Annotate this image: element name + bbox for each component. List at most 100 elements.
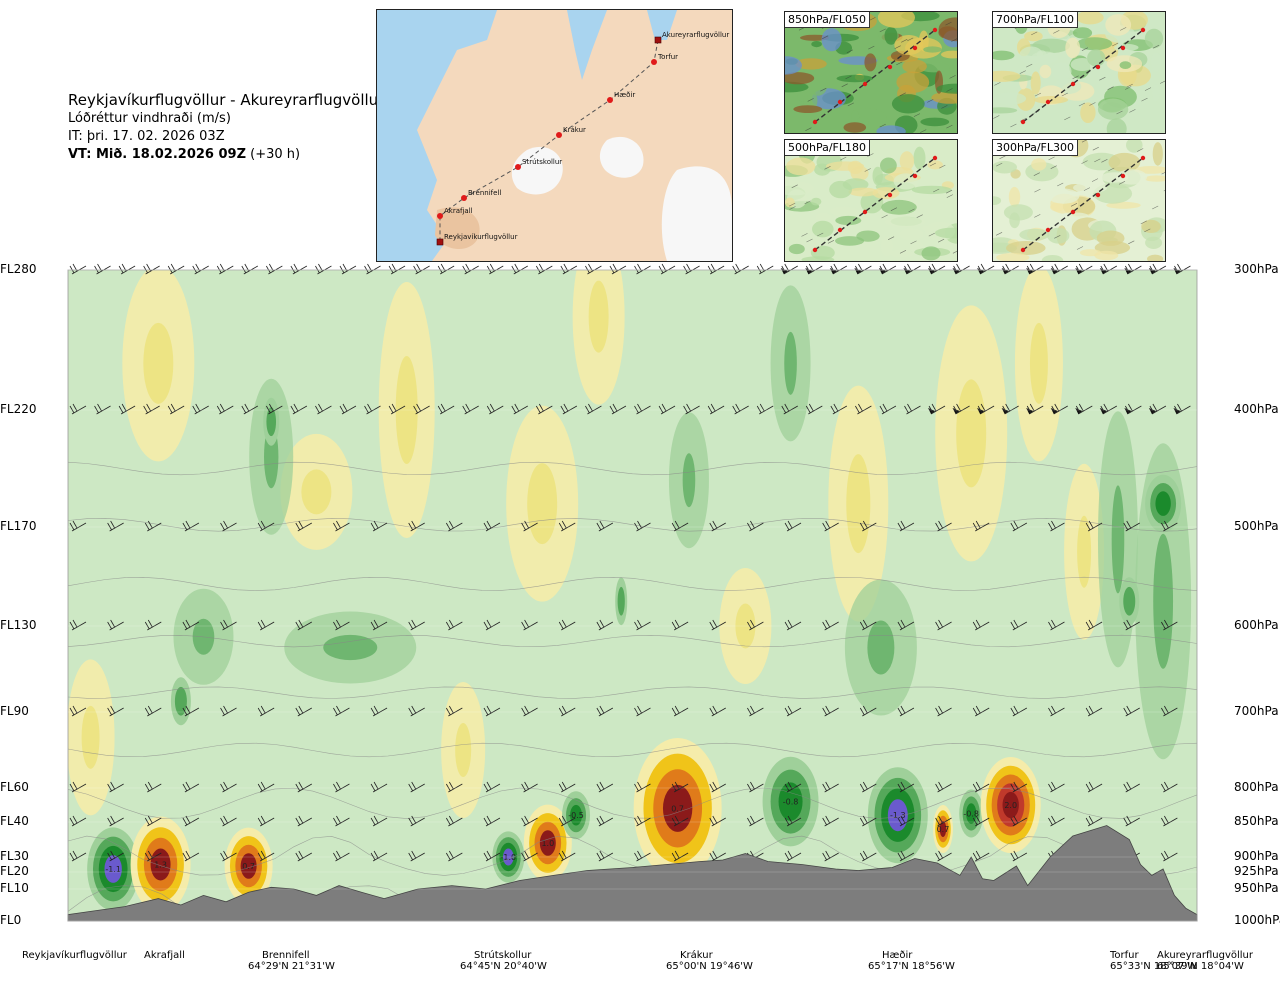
flight-level-label: FL0 <box>0 913 22 927</box>
wind-barb <box>830 403 848 415</box>
wind-barb <box>445 850 463 862</box>
wind-barb-feather <box>938 619 943 628</box>
wind-barb-staff <box>862 783 877 793</box>
wind-barb-staff <box>1087 817 1103 827</box>
wind-barb-staff <box>341 405 357 415</box>
panel-500: 500hPa/FL180 <box>784 139 958 262</box>
wind-barb-feather <box>1085 817 1091 826</box>
wind-barb-feather <box>683 405 688 414</box>
panel-field-patch <box>921 246 941 261</box>
wind-barb-staff <box>673 852 689 862</box>
panel-wind-barb <box>869 17 876 21</box>
wind-barb <box>1075 403 1093 415</box>
wind-barb <box>732 403 749 415</box>
wind-barb <box>935 781 952 793</box>
wind-barb-feather <box>977 405 983 414</box>
panel-field-patch <box>936 83 957 94</box>
wind-barb <box>897 781 915 793</box>
wind-barb <box>1085 815 1103 827</box>
wind-barb-feather <box>315 405 320 414</box>
wind-barb-staff <box>297 707 312 717</box>
wind-barb-feather <box>855 265 860 274</box>
panel-wind-barb <box>1159 80 1165 84</box>
wind-barb-feather <box>787 850 793 859</box>
wind-barb-staff <box>759 405 774 415</box>
wind-barb-feather <box>1161 707 1166 716</box>
wind-barb-feather <box>712 815 718 824</box>
isentrope-line <box>68 787 1197 819</box>
cell-value-label: 0.7 <box>671 804 684 813</box>
station-label: Torfur 65°33'N 18°07'W <box>1110 950 1197 972</box>
panel-wind-barb <box>1163 190 1165 192</box>
wind-barb-feather <box>658 405 664 414</box>
sink-cell-ring <box>1002 791 1019 819</box>
wind-barb-feather <box>521 522 526 531</box>
wind-barb-staff <box>598 783 614 793</box>
wind-barb-staff <box>711 621 726 631</box>
wind-barb-feather <box>1078 403 1084 412</box>
wind-barb-feather <box>448 619 454 628</box>
isentrope-line <box>68 461 1197 476</box>
waypoint-marker <box>651 59 657 65</box>
wind-barb-staff <box>448 852 463 862</box>
wind-barb-feather <box>144 522 150 531</box>
wind-barb <box>1010 520 1028 532</box>
wind-barb <box>1050 403 1068 415</box>
panel-wind-barb <box>1092 146 1099 151</box>
panel-wind-barb <box>1081 140 1088 143</box>
wind-barb <box>69 781 87 793</box>
rise-cell-ring <box>887 799 908 832</box>
wind-barb-staff <box>824 817 839 827</box>
wind-barb-feather <box>185 815 191 824</box>
wind-barb-feather <box>298 705 304 714</box>
panel-wind-barb <box>927 99 934 103</box>
wind-barb <box>558 850 576 862</box>
wind-barb-feather <box>147 520 153 529</box>
wind-barb-feather <box>94 405 99 414</box>
wind-barb-feather <box>1164 850 1169 859</box>
wind-barb-feather <box>709 852 715 861</box>
panel-field-patch <box>1076 37 1113 51</box>
wind-barb-feather <box>486 520 492 529</box>
wind-barb-feather <box>1075 405 1081 414</box>
wind-barb <box>144 520 162 532</box>
wind-barb-staff <box>1163 621 1178 631</box>
wind-barb-staff <box>415 405 430 415</box>
wind-barb-feather <box>110 705 115 714</box>
wind-barb-feather <box>674 815 680 824</box>
pressure-level-label: 700hPa <box>1234 704 1279 718</box>
wind-barb-staff <box>372 783 388 793</box>
wind-barb-feather <box>732 265 738 274</box>
wind-barb-staff <box>598 852 614 862</box>
panel-wind-barb <box>890 207 898 211</box>
panel-wind-barb <box>899 92 906 97</box>
wind-barb-feather <box>107 522 112 531</box>
wind-barb-staff <box>184 522 200 532</box>
panel-field-patch <box>1119 61 1132 69</box>
wind-barb <box>69 815 87 827</box>
wind-barb-feather <box>69 783 75 792</box>
wind-barb-feather <box>825 850 831 859</box>
cell-value-label: -1.0 <box>501 853 517 862</box>
wind-barb-feather <box>413 405 418 414</box>
panel-waypoint <box>887 192 893 198</box>
rise-cell-ring <box>1155 491 1171 516</box>
wind-barb-staff <box>1176 405 1191 415</box>
wind-barb-staff <box>975 707 990 717</box>
wind-barb <box>333 850 350 862</box>
wind-barb-staff <box>561 783 576 793</box>
wind-barb-staff <box>1087 522 1103 532</box>
wind-barb-feather <box>972 817 978 826</box>
wind-barb-feather <box>370 817 376 826</box>
panel-field-patch <box>885 216 925 228</box>
wind-barb-staff <box>259 817 275 827</box>
wind-barb-feather <box>1075 265 1081 274</box>
wind-barb <box>1161 705 1178 717</box>
waypoint-marker <box>607 97 613 103</box>
wind-barb-feather <box>907 403 912 412</box>
panel-field-patch <box>923 46 942 53</box>
station-coordinate: 65°33'N 18°07'W <box>1110 961 1197 972</box>
panel-wind-barb <box>1137 148 1144 152</box>
wind-barb-feather <box>318 403 323 412</box>
station-label: Brennifell 64°29'N 21°31'W <box>248 950 335 972</box>
